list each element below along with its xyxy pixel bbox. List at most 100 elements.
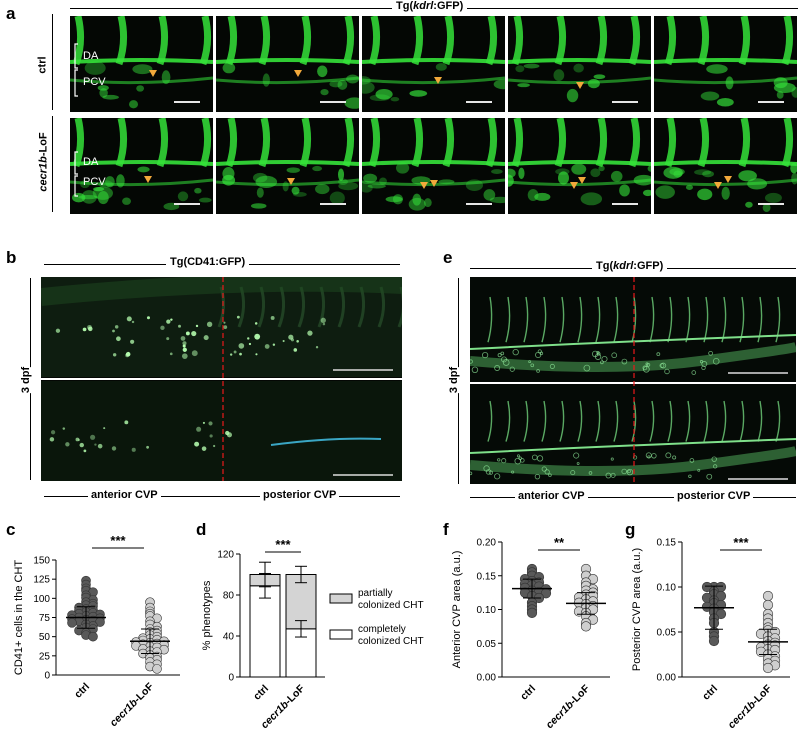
intersegmental-vessel <box>595 118 608 168</box>
cd41-cell <box>229 353 233 356</box>
significance-label: ** <box>554 535 565 550</box>
panel-letter-g: g <box>625 520 636 539</box>
plexus-mesh <box>501 458 507 464</box>
cd41-cell <box>185 331 190 336</box>
vessel-plexus <box>395 162 410 174</box>
plexus-mesh <box>642 365 648 371</box>
cd41-cell <box>238 343 245 349</box>
arrowhead-icon <box>576 82 584 89</box>
panel-a-row-bracket-lof <box>52 116 53 212</box>
panel-b-anterior-label: anterior CVP <box>88 489 161 501</box>
y-tick-label: 50 <box>39 632 51 643</box>
panel-b-micrograph <box>41 277 402 481</box>
posterior-cardinal-vein <box>654 178 797 187</box>
cd41-cell <box>206 321 213 328</box>
vessel-plexus <box>344 97 359 109</box>
posterior-cardinal-vein <box>216 76 359 85</box>
somite <box>397 286 402 328</box>
intersegmental-vessel <box>631 296 637 343</box>
cd41-cell <box>103 427 106 430</box>
y-tick-label: 0.10 <box>657 583 677 594</box>
vessel-plexus <box>790 163 797 174</box>
vessel-plexus <box>97 191 109 205</box>
plexus-mesh <box>605 472 612 479</box>
cd41-cell <box>111 446 117 451</box>
y-axis-label: Anterior CVP area (a.u.) <box>451 551 463 669</box>
scale-bar <box>466 101 492 103</box>
dorsal-aorta <box>70 160 213 166</box>
micrograph-ctrl-2 <box>216 16 359 112</box>
y-axis-label: CD41+ cells in the CHT <box>13 560 25 676</box>
bar-partially-colonized <box>285 574 317 630</box>
cd41-cell <box>209 434 213 438</box>
intersegmental-vessel <box>368 118 381 168</box>
intersegmental-vessel <box>541 296 547 343</box>
cd41-cell <box>50 430 56 435</box>
plexus-mesh <box>534 473 541 480</box>
vessel-plexus <box>362 183 373 193</box>
intersegmental-vessel <box>411 118 424 168</box>
vessel-plexus <box>721 186 730 200</box>
cd41-cell <box>82 327 87 332</box>
cd41-cell <box>131 320 135 324</box>
plexus-mesh <box>494 473 501 480</box>
cd41-cell <box>288 334 294 340</box>
cd41-cell <box>90 434 96 440</box>
y-tick-label: 25 <box>39 651 51 662</box>
chart-g: 0.00 0.05 0.10 0.15 Posterior CVP area (a.u.… <box>631 535 790 731</box>
arrowhead-icon <box>714 182 722 189</box>
plexus-mesh <box>485 469 492 475</box>
vessel-plexus <box>745 201 753 208</box>
vessel-plexus <box>566 88 579 103</box>
cd41-cell <box>87 324 92 330</box>
intersegmental-vessel <box>523 400 529 442</box>
micrograph-lof-4 <box>508 118 651 214</box>
intersegmental-vessel <box>577 400 583 442</box>
micrograph-lof-3 <box>362 118 505 214</box>
cd41-cell <box>75 437 80 442</box>
vessel-plexus <box>697 188 713 201</box>
data-point <box>152 664 162 674</box>
vessel-plexus <box>423 198 432 208</box>
plexus-mesh <box>497 353 502 358</box>
plexus-mesh <box>502 359 510 366</box>
scale-bar <box>320 101 346 103</box>
cd41-cell <box>254 333 261 340</box>
posterior-cardinal-vein <box>70 76 213 85</box>
intersegmental-vessel <box>664 16 677 66</box>
y-tick-label: 0.15 <box>477 571 497 582</box>
x-tick-label: ctrl <box>72 681 92 701</box>
plexus-mesh <box>528 360 532 364</box>
x-tick-label: ctrl <box>700 683 720 703</box>
legend-swatch <box>329 593 353 604</box>
cd41-cell <box>55 328 61 333</box>
cd41-cell <box>236 315 240 319</box>
intersegmental-vessel <box>649 400 655 442</box>
vessel-plexus <box>329 191 345 205</box>
vessel-plexus <box>222 62 236 74</box>
vessel-plexus <box>337 79 348 90</box>
panel-e-anterior-label: anterior CVP <box>515 490 588 502</box>
y-axis-label: Posterior CVP area (a.u.) <box>631 548 643 671</box>
intersegmental-vessel <box>258 118 271 168</box>
cd41-cell <box>203 335 209 341</box>
vessel-plexus <box>685 184 693 190</box>
cd41-cell <box>282 339 285 343</box>
vessel-plexus <box>116 174 125 188</box>
arrowhead-icon <box>430 180 438 187</box>
micrograph-lof-1 <box>70 118 213 214</box>
intersegmental-vessel <box>156 118 169 168</box>
intersegmental-vessel <box>631 400 637 442</box>
plexus-mesh <box>601 355 608 363</box>
dorsal-aorta <box>362 58 505 64</box>
background <box>470 277 796 484</box>
legend-label: completely <box>358 624 406 635</box>
plexus-mesh <box>481 351 489 359</box>
vessel-plexus <box>764 192 782 203</box>
dorsal-aorta <box>362 160 505 166</box>
legend-label: colonized CHT <box>358 636 424 647</box>
chart-f: 0.00 0.05 0.10 0.15 0.20 Anterior CVP area (a… <box>451 535 610 731</box>
vessel-plexus <box>593 74 606 80</box>
cd41-cell <box>94 443 97 446</box>
scale-bar <box>612 101 638 103</box>
